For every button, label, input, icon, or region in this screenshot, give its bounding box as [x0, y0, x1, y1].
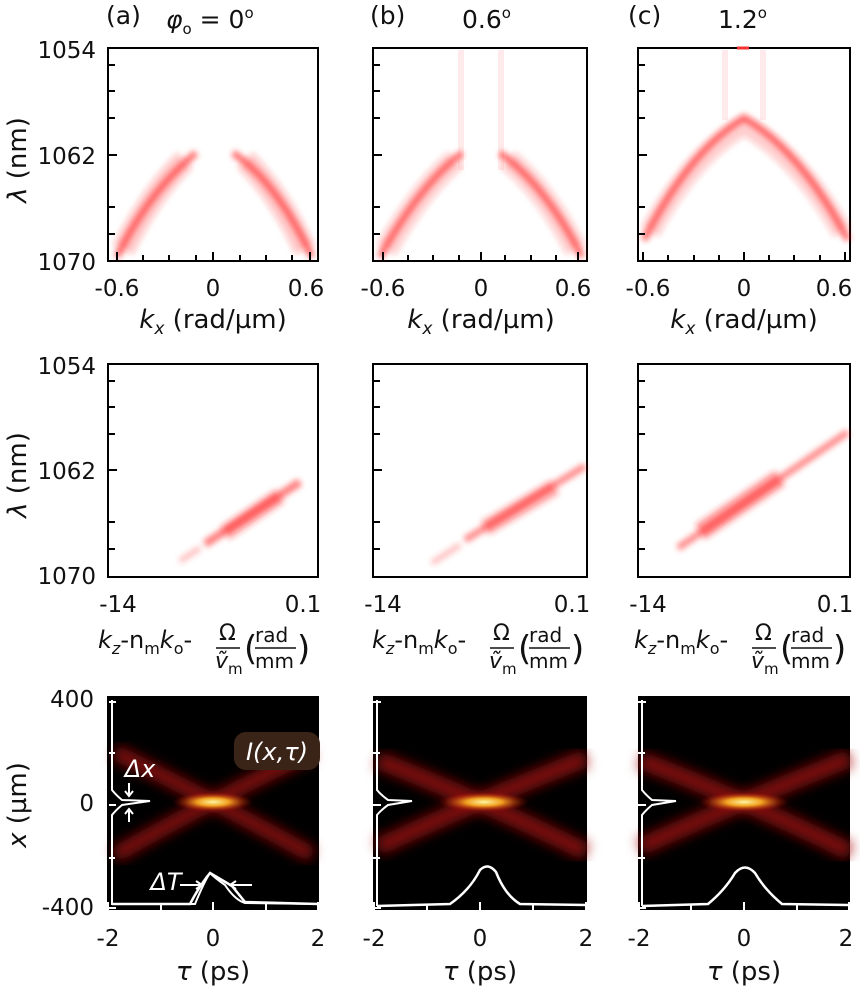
panel-a-bottom: I(x,τ) Δx ΔT [108, 696, 320, 910]
panel-b-mid [372, 363, 588, 578]
row1a-xlabel: kx (rad/µm) [139, 305, 286, 339]
row2a-xtick-max: 0.1 [285, 592, 322, 618]
row3a-xtick-2: 2 [311, 926, 326, 952]
panel-a-top [107, 47, 319, 262]
row3-ytick-400: 400 [50, 687, 94, 713]
row3a-xlabel: τ (ps) [176, 957, 250, 987]
svg-text:ṽ: ṽ [751, 649, 765, 674]
row2c-xtick-min: -14 [629, 592, 667, 618]
row3b-xlabel: τ (ps) [443, 957, 517, 987]
angle-b: 0.6o [462, 4, 511, 34]
svg-text:Ω: Ω [219, 621, 236, 646]
row1b-xtick-pos: 0.6 [555, 276, 592, 302]
row3b-xtick-2: 2 [579, 926, 594, 952]
row3a-xtick-0: 0 [206, 926, 221, 952]
panel-c-mid [637, 363, 851, 578]
svg-text:mm: mm [255, 649, 294, 673]
svg-text:mm: mm [529, 649, 568, 673]
row3b-xtick-m2: -2 [363, 926, 386, 952]
row1c-xlabel: kx (rad/µm) [670, 305, 817, 339]
row2a-xlabel: kz-nmko- Ω ṽ m ( rad mm ) [98, 621, 310, 678]
svg-text:kz-nmko-: kz-nmko- [634, 626, 728, 658]
panel-label-a: (a) [106, 1, 141, 30]
row3c-xtick-2: 2 [839, 926, 854, 952]
row2b-xtick-max: 0.1 [554, 592, 591, 618]
panel-b-bottom [373, 696, 590, 910]
row1-ylabel: λ (nm) [3, 117, 33, 205]
delta-x-label: Δx [123, 755, 156, 783]
svg-text:ṽ: ṽ [215, 649, 229, 674]
svg-text:(: ( [518, 629, 531, 669]
row3c-xtick-m2: -2 [628, 926, 651, 952]
panel-a-mid [107, 363, 319, 578]
svg-text:Ω: Ω [493, 621, 510, 646]
row3b-xtick-0: 0 [473, 926, 488, 952]
svg-text:λ (nm): λ (nm) [3, 432, 33, 520]
delta-t-label: ΔT [148, 868, 183, 896]
row3-ytick-0: 0 [79, 791, 94, 817]
row2c-xlabel: kz-nmko- Ω ṽ m ( rad mm ) [634, 621, 846, 678]
row3-ytick-neg400: -400 [42, 895, 94, 921]
row3c-xlabel: τ (ps) [707, 957, 781, 987]
svg-text:x (µm): x (µm) [3, 762, 33, 849]
row2-ytick-1062: 1062 [37, 459, 96, 485]
row2b-xlabel: kz-nmko- Ω ṽ m ( rad mm ) [372, 621, 584, 678]
svg-text:mm: mm [791, 649, 830, 673]
row2-ylabel: λ (nm) [3, 432, 33, 520]
row1-ytick-1062: 1062 [37, 144, 96, 170]
panel-label-b: (b) [370, 1, 405, 30]
svg-text:kz-nmko-: kz-nmko- [372, 626, 466, 658]
svg-text:): ) [833, 629, 846, 669]
panel-c-top [637, 46, 852, 262]
panel-b-top [372, 47, 588, 262]
row1c-xtick-neg: -0.6 [626, 276, 671, 302]
svg-text:rad: rad [791, 623, 824, 647]
row1b-xtick-zero: 0 [474, 276, 489, 302]
panel-label-c: (c) [628, 1, 661, 30]
row1-ytick-1054: 1054 [37, 38, 96, 64]
svg-text:rad: rad [255, 623, 288, 647]
angle-c: 1.2o [718, 4, 767, 34]
svg-text:m: m [502, 660, 517, 678]
svg-text:λ (nm): λ (nm) [3, 117, 33, 205]
svg-text:): ) [297, 629, 310, 669]
svg-text:Ω: Ω [755, 621, 772, 646]
row2-ytick-1054: 1054 [37, 354, 96, 380]
row1c-xtick-pos: 0.6 [816, 276, 853, 302]
svg-text:ṽ: ṽ [489, 649, 503, 674]
svg-text:kz-nmko-: kz-nmko- [98, 626, 192, 658]
angle-a: φo = 0o [166, 4, 254, 38]
row1b-xlabel: kx (rad/µm) [407, 305, 554, 339]
row1c-xtick-zero: 0 [737, 276, 752, 302]
svg-text:rad: rad [529, 623, 562, 647]
row2b-xtick-min: -14 [364, 592, 402, 618]
row3-ylabel: x (µm) [3, 762, 33, 849]
svg-text:m: m [228, 660, 243, 678]
row2c-xtick-max: 0.1 [817, 592, 854, 618]
intensity-label: I(x,τ) [246, 738, 308, 766]
svg-text:): ) [571, 629, 584, 669]
svg-text:m: m [764, 660, 779, 678]
svg-text:(: ( [244, 629, 257, 669]
row2-ytick-1070: 1070 [37, 564, 96, 590]
row3a-xtick-m2: -2 [97, 926, 120, 952]
row3c-xtick-0: 0 [737, 926, 752, 952]
panel-c-bottom [636, 696, 854, 910]
svg-text:(: ( [780, 629, 793, 669]
row1a-xtick-pos: 0.6 [288, 276, 325, 302]
row1a-xtick-neg: -0.6 [95, 276, 140, 302]
row2a-xtick-min: -14 [99, 592, 137, 618]
row1b-xtick-neg: -0.6 [361, 276, 406, 302]
row1a-xtick-zero: 0 [206, 276, 221, 302]
row1-ytick-1070: 1070 [37, 250, 96, 276]
